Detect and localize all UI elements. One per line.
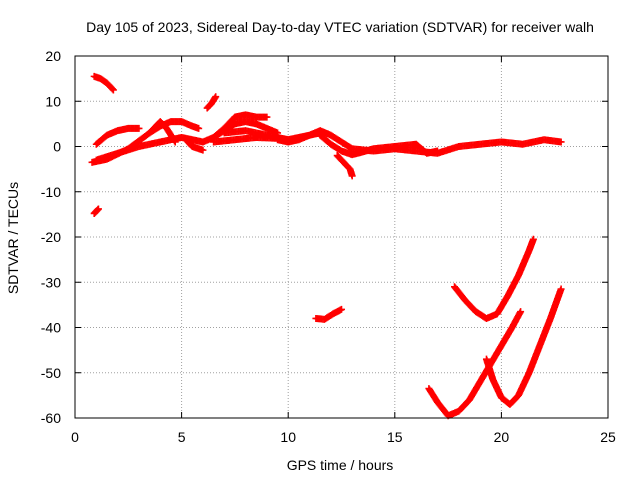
x-tick-label: 20: [494, 429, 510, 445]
y-tick-label: 0: [53, 139, 61, 155]
series-arc-17: [450, 235, 537, 322]
y-tick-label: -50: [41, 365, 61, 381]
series-arc-16: [312, 305, 345, 323]
y-tick-label: -40: [41, 320, 61, 336]
chart-title: Day 105 of 2023, Sidereal Day-to-day VTE…: [86, 19, 594, 35]
series-arc-1: [90, 72, 117, 94]
data-point: [557, 138, 565, 146]
y-tick-label: -30: [41, 274, 61, 290]
x-axis-label: GPS time / hours: [287, 457, 394, 473]
y-tick-label: -60: [41, 410, 61, 426]
data-point: [517, 308, 525, 316]
data-point: [338, 305, 345, 313]
x-tick-label: 10: [280, 429, 296, 445]
series-arc-5: [92, 133, 207, 164]
data-point: [557, 285, 565, 293]
data-point: [433, 147, 441, 155]
x-tick-label: 0: [71, 429, 79, 445]
data-point: [94, 205, 102, 213]
series-arc-15: [333, 152, 356, 180]
series-arc-14: [316, 131, 441, 159]
series-arc-8: [203, 93, 220, 112]
series-arc-7: [182, 136, 207, 154]
data-point: [135, 124, 143, 132]
data-point: [108, 85, 116, 93]
data-point: [199, 146, 207, 154]
x-tick-label: 15: [387, 429, 403, 445]
data-series: [88, 72, 565, 420]
x-axis-ticks: 0 5 10 15 20 25: [71, 56, 616, 445]
grid-lines: [75, 56, 608, 418]
data-point: [195, 124, 203, 132]
data-point: [212, 93, 220, 101]
y-axis-ticks: -60 -50 -40 -30 -20 -10 0 10 20: [41, 48, 608, 426]
y-tick-label: 10: [45, 93, 61, 109]
y-tick-label: 20: [45, 48, 61, 64]
data-point: [263, 113, 271, 121]
y-tick-label: -20: [41, 229, 61, 245]
plot-frame: [74, 55, 609, 419]
series-arc-13: [274, 129, 324, 146]
series-arc-6: [146, 118, 203, 137]
y-tick-label: -10: [41, 184, 61, 200]
series-arc-2: [90, 205, 102, 217]
series-arc-18: [425, 308, 525, 420]
series-arc-19: [482, 285, 565, 408]
x-tick-label: 25: [600, 429, 616, 445]
series-arc-3: [92, 124, 143, 148]
y-axis-label: SDTVAR / TECUs: [5, 182, 21, 294]
data-point: [529, 235, 537, 243]
data-point: [109, 86, 117, 94]
x-tick-label: 5: [178, 429, 186, 445]
data-point: [348, 172, 356, 180]
